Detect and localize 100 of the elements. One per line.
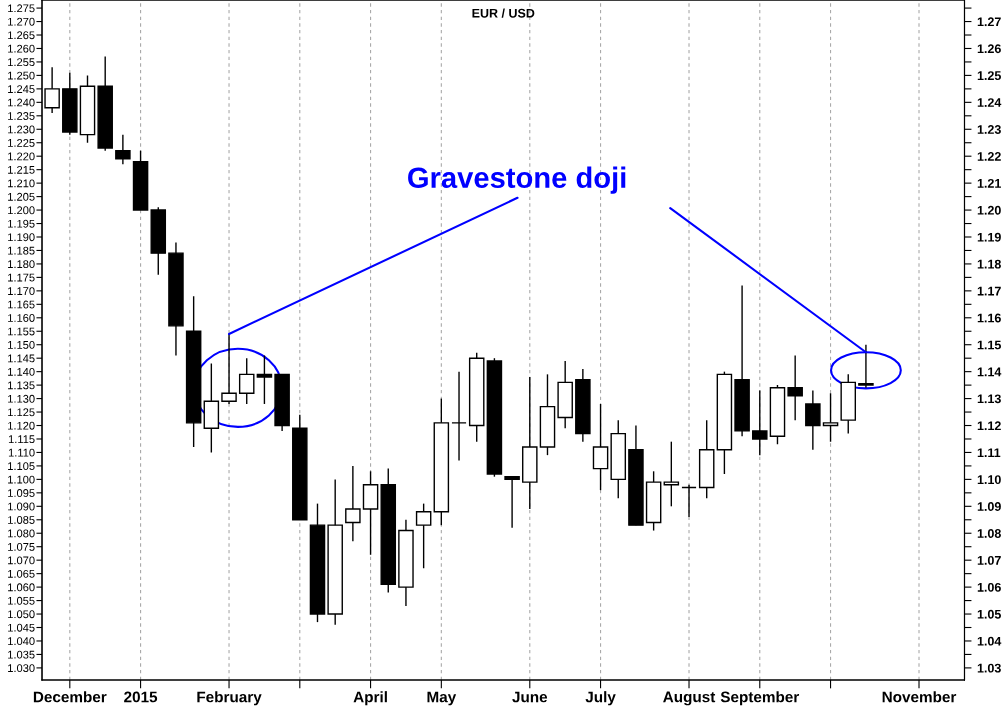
y-tick-label: 1.050 <box>8 610 35 619</box>
y-tick-label: 1.070 <box>8 556 35 565</box>
y2-tick-label: 1.14 <box>977 367 1002 377</box>
y-tick-label: 1.040 <box>8 637 35 646</box>
candlestick <box>592 403 609 491</box>
y2-tick-label: 1.20 <box>977 205 1001 215</box>
candlestick <box>822 392 839 443</box>
y-tick-label: 1.250 <box>8 71 35 80</box>
y-tick-label: 1.085 <box>8 516 35 524</box>
x-tick-label: May <box>427 691 457 706</box>
candlestick <box>115 133 131 165</box>
y2-tick-label: 1.26 <box>977 44 1001 54</box>
annotation: Gravestone doji <box>408 166 626 194</box>
y2-tick-label: 1.09 <box>977 502 1001 511</box>
y-tick-label: 1.185 <box>8 246 35 255</box>
y2-tick-label: 1.13 <box>977 394 1001 404</box>
x-tick-label: September <box>720 691 800 706</box>
y-tick-label: 1.030 <box>8 664 35 673</box>
y2-tick-label: 1.12 <box>977 421 1001 431</box>
candlestick <box>752 389 768 456</box>
candlestick <box>415 502 432 569</box>
candlestick <box>858 344 874 389</box>
y-tick-label: 1.190 <box>8 233 35 242</box>
y2-tick-label: 1.10 <box>977 475 1001 485</box>
y2-tick-label: 1.22 <box>977 152 1001 161</box>
y-tick-label: 1.225 <box>8 139 35 147</box>
y-tick-label: 1.205 <box>8 192 35 201</box>
y2-tick-label: 1.15 <box>977 340 1001 350</box>
y-tick-label: 1.120 <box>8 421 35 430</box>
candlestick <box>663 440 680 508</box>
x-tick-label: July <box>585 691 616 706</box>
y-tick-label: 1.110 <box>8 448 35 457</box>
y-tick-label: 1.220 <box>8 152 35 161</box>
y-tick-label: 1.130 <box>8 394 35 403</box>
y-tick-label: 1.135 <box>8 381 35 390</box>
y-tick-label: 1.045 <box>8 623 35 632</box>
y2-tick-label: 1.16 <box>977 313 1001 323</box>
y-tick-label: 1.075 <box>8 542 35 551</box>
x-tick-label: 2015 <box>124 691 158 703</box>
y-tick-label: 1.265 <box>8 31 35 40</box>
candlestick <box>451 370 467 462</box>
y-tick-label: 1.200 <box>8 206 35 215</box>
x-tick-label: June <box>512 691 548 703</box>
y-tick-label: 1.180 <box>8 260 35 269</box>
y2-tick-label: 1.06 <box>977 582 1001 592</box>
y-tick-label: 1.165 <box>8 300 35 309</box>
y2-tick-label: 1.19 <box>977 232 1001 242</box>
y-tick-label: 1.155 <box>8 327 35 336</box>
y-tick-label: 1.240 <box>8 98 35 107</box>
y2-tick-label: 1.17 <box>977 286 1001 296</box>
y2-tick-label: 1.04 <box>977 636 1002 646</box>
candlestick <box>805 389 821 451</box>
y-tick-label: 1.100 <box>8 475 35 484</box>
candlestick <box>256 354 273 405</box>
y-tick-label: 1.090 <box>8 502 35 511</box>
x-tick-label: December <box>33 691 107 703</box>
y2-tick-label: 1.24 <box>977 98 1002 107</box>
text: EUR / USD <box>472 8 535 18</box>
y2-tick-label: 1.18 <box>977 259 1001 269</box>
y-tick-label: 1.210 <box>8 179 35 188</box>
y-tick-label: 1.105 <box>8 462 35 471</box>
y-tick-label: 1.270 <box>8 17 35 26</box>
y-tick-label: 1.145 <box>8 354 35 363</box>
y2-tick-label: 1.07 <box>977 555 1001 565</box>
x-tick-label: November <box>882 691 957 703</box>
y2-tick-label: 1.21 <box>977 178 1001 188</box>
x-tick-label: August <box>663 691 716 706</box>
y-tick-label: 1.245 <box>8 85 35 94</box>
y-tick-label: 1.215 <box>8 165 35 174</box>
y-tick-label: 1.125 <box>8 408 35 417</box>
y-tick-label: 1.095 <box>8 489 35 497</box>
y2-tick-label: 1.27 <box>977 17 1001 27</box>
y2-tick-label: 1.05 <box>977 609 1001 619</box>
y-tick-label: 1.140 <box>8 367 35 376</box>
y-tick-label: 1.175 <box>8 273 35 282</box>
x-tick-label: February <box>197 691 262 706</box>
y-tick-label: 1.035 <box>8 650 35 659</box>
y-tick-label: 1.195 <box>8 219 35 228</box>
y-tick-label: 1.055 <box>8 596 35 605</box>
x-tick-label: April <box>353 691 387 706</box>
y-tick-label: 1.115 <box>8 435 35 444</box>
y2-tick-label: 1.03 <box>977 663 1001 673</box>
y-tick-label: 1.150 <box>8 340 35 349</box>
candlestick <box>221 333 237 405</box>
y-tick-label: 1.060 <box>8 583 35 592</box>
y-tick-label: 1.275 <box>8 4 35 13</box>
candlestick <box>504 475 520 529</box>
candlestick <box>345 465 361 543</box>
y-tick-label: 1.260 <box>8 44 35 53</box>
candlestick <box>681 484 697 518</box>
y-tick-label: 1.160 <box>8 314 35 322</box>
candlestick <box>238 357 255 405</box>
y2-tick-label: 1.25 <box>977 71 1001 81</box>
candlestick <box>787 354 803 421</box>
y-tick-label: 1.170 <box>8 287 35 295</box>
y-tick-label: 1.255 <box>8 58 35 67</box>
y-tick-label: 1.065 <box>8 569 35 578</box>
y2-tick-label: 1.08 <box>977 529 1001 538</box>
y-tick-label: 1.235 <box>8 112 35 120</box>
y2-tick-label: 1.23 <box>977 125 1001 134</box>
